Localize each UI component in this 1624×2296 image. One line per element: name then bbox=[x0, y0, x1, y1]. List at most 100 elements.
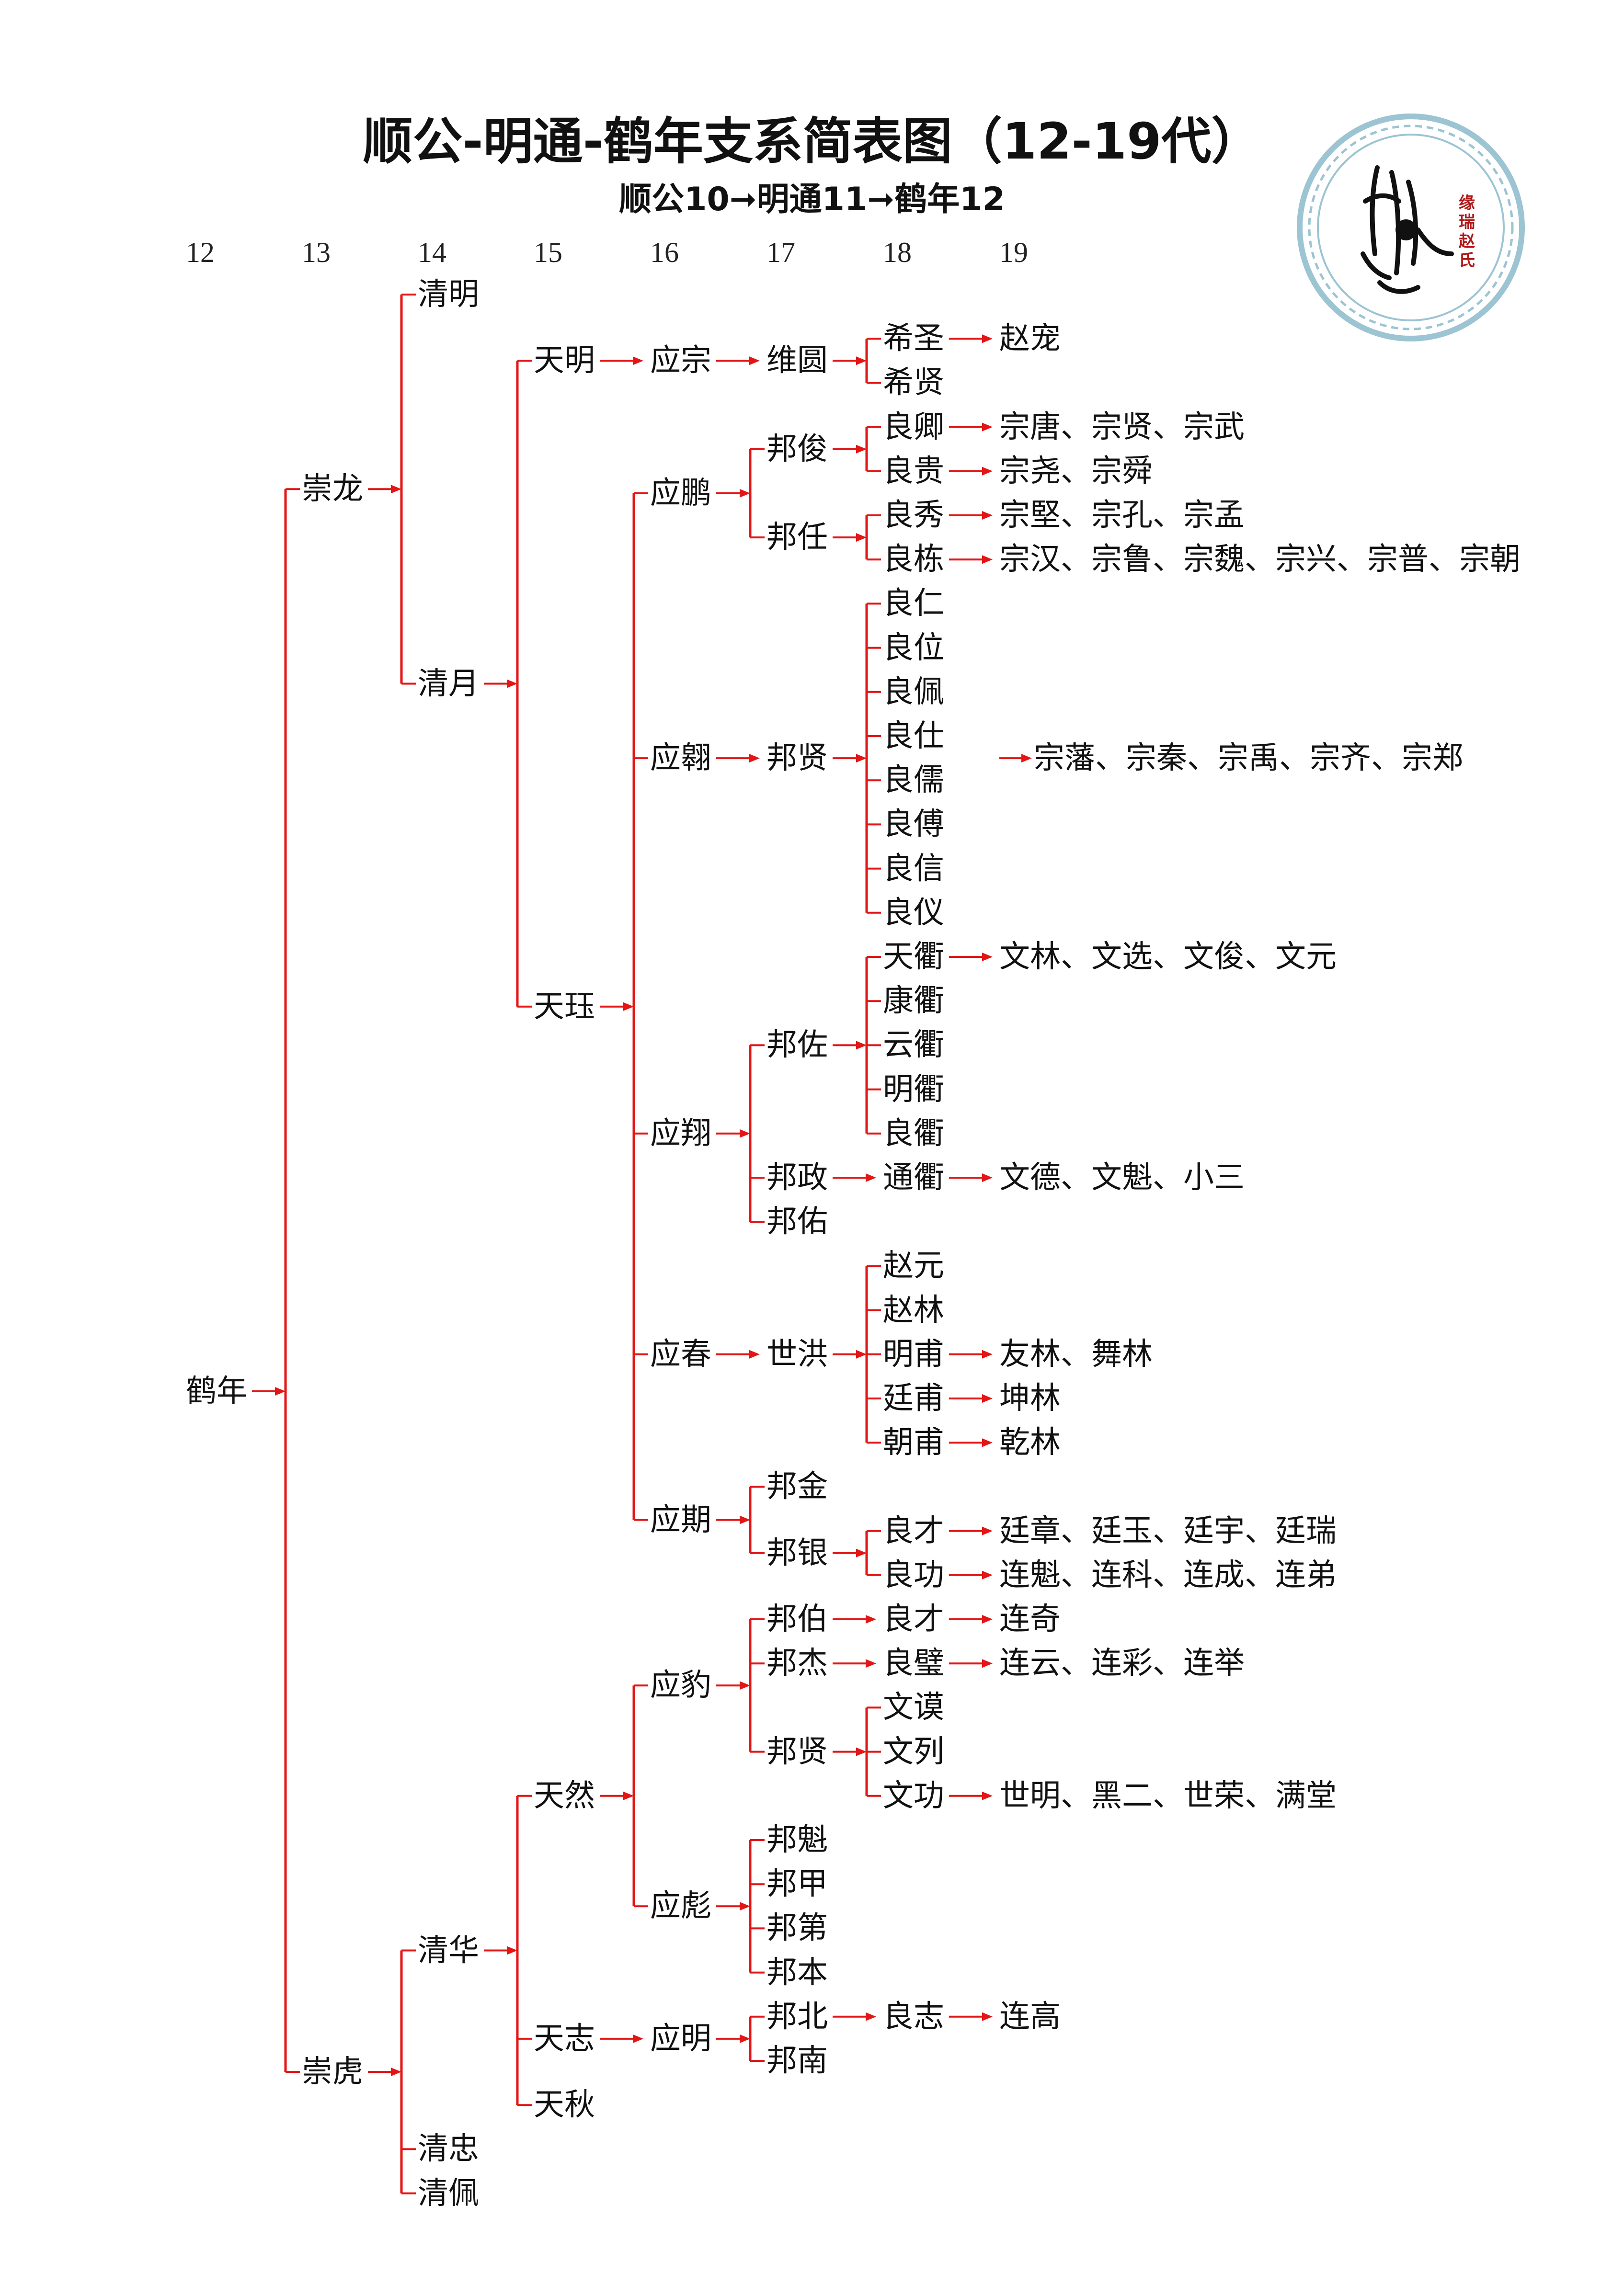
person-node: 维圆 bbox=[766, 343, 828, 379]
person-node: 廷甫 bbox=[883, 1381, 944, 1416]
person-node: 康衢 bbox=[883, 983, 944, 1019]
person-node: 邦政 bbox=[766, 1160, 828, 1195]
person-node: 清忠 bbox=[418, 2131, 479, 2167]
clan-seal-logo: 缘 瑞 赵 氏 bbox=[1297, 114, 1525, 341]
generation-label: 12 bbox=[186, 237, 215, 268]
generation-label: 18 bbox=[883, 237, 912, 268]
person-node: 良功 bbox=[883, 1557, 944, 1593]
svg-text:氏: 氏 bbox=[1459, 251, 1475, 270]
person-node: 崇龙 bbox=[302, 471, 363, 507]
person-node: 应豹 bbox=[650, 1668, 711, 1704]
person-node: 连云、连彩、连举 bbox=[999, 1646, 1245, 1682]
person-node: 清明 bbox=[418, 277, 479, 312]
person-node: 邦第 bbox=[766, 1910, 828, 1946]
person-node: 乾林 bbox=[999, 1425, 1061, 1461]
person-node: 云衢 bbox=[883, 1027, 944, 1063]
generation-label: 15 bbox=[534, 237, 562, 268]
person-node: 文列 bbox=[883, 1734, 944, 1770]
person-node: 邦伯 bbox=[766, 1602, 828, 1637]
person-node: 希圣 bbox=[883, 321, 944, 357]
person-node: 良仪 bbox=[883, 895, 944, 931]
person-node: 清华 bbox=[418, 1932, 479, 1968]
person-node: 邦本 bbox=[766, 1955, 828, 1990]
person-node: 天珏 bbox=[534, 989, 595, 1024]
person-node: 邦甲 bbox=[766, 1866, 828, 1902]
person-node: 应宗 bbox=[650, 343, 711, 379]
person-node: 应鹏 bbox=[650, 475, 711, 511]
person-node: 邦银 bbox=[766, 1535, 828, 1571]
person-node: 邦杰 bbox=[766, 1646, 828, 1682]
lineage-subtitle: 顺公10➞明通11➞鹤年12 bbox=[619, 181, 1005, 218]
person-node: 应彪 bbox=[650, 1888, 711, 1924]
person-node: 鹤年 bbox=[186, 1374, 247, 1409]
svg-text:缘: 缘 bbox=[1459, 193, 1475, 213]
person-node: 文德、文魁、小三 bbox=[999, 1160, 1245, 1195]
person-node: 天衢 bbox=[883, 939, 944, 975]
svg-text:赵: 赵 bbox=[1459, 232, 1475, 251]
person-node: 清月 bbox=[418, 666, 479, 702]
person-node: 希贤 bbox=[883, 365, 944, 401]
person-node: 世明、黑二、世荣、满堂 bbox=[999, 1778, 1337, 1814]
person-node: 邦贤 bbox=[766, 1734, 828, 1770]
person-node: 宗唐、宗贤、宗武 bbox=[999, 409, 1245, 445]
person-node: 邦任 bbox=[766, 520, 828, 556]
person-node: 连高 bbox=[999, 1999, 1061, 2035]
person-node: 世洪 bbox=[766, 1336, 828, 1372]
generation-label: 17 bbox=[766, 237, 795, 268]
person-node: 邦北 bbox=[766, 1999, 828, 2035]
person-node: 邦俊 bbox=[766, 431, 828, 467]
person-node: 宗汉、宗鲁、宗魏、宗兴、宗普、宗朝 bbox=[999, 542, 1521, 578]
person-node: 良衢 bbox=[883, 1115, 944, 1151]
person-node: 天然 bbox=[534, 1778, 595, 1814]
person-node: 文谟 bbox=[883, 1690, 944, 1726]
person-node: 良仕 bbox=[883, 718, 944, 754]
person-node: 邦南 bbox=[766, 2043, 828, 2079]
person-node: 友林、舞林 bbox=[999, 1336, 1153, 1372]
person-node: 赵元 bbox=[883, 1248, 944, 1284]
person-node: 良秀 bbox=[883, 498, 944, 533]
person-node: 良志 bbox=[883, 1999, 944, 2035]
person-node: 天秋 bbox=[534, 2087, 595, 2123]
person-node: 朝甫 bbox=[883, 1425, 944, 1461]
person-node: 邦佐 bbox=[766, 1027, 828, 1063]
person-node: 明甫 bbox=[883, 1336, 944, 1372]
person-node: 天明 bbox=[534, 343, 595, 379]
person-node: 良佩 bbox=[883, 674, 944, 710]
person-node: 良才 bbox=[883, 1602, 944, 1637]
person-node: 赵林 bbox=[883, 1292, 944, 1328]
person-node: 邦魁 bbox=[766, 1822, 828, 1858]
person-node: 文功 bbox=[883, 1778, 944, 1814]
svg-text:瑞: 瑞 bbox=[1459, 213, 1475, 232]
person-node: 良位 bbox=[883, 630, 944, 666]
person-node: 邦金 bbox=[766, 1469, 828, 1505]
person-node: 邦贤 bbox=[766, 740, 828, 776]
person-node: 邦佑 bbox=[766, 1204, 828, 1240]
person-node: 明衢 bbox=[883, 1071, 944, 1107]
person-node: 良贵 bbox=[883, 453, 944, 489]
person-node: 良傅 bbox=[883, 807, 944, 842]
person-node: 崇虎 bbox=[302, 2054, 363, 2090]
person-node: 赵宠 bbox=[999, 321, 1061, 357]
person-node: 连魁、连科、连成、连弟 bbox=[999, 1557, 1337, 1593]
person-node: 良才 bbox=[883, 1513, 944, 1549]
person-node: 宗尧、宗舜 bbox=[999, 453, 1153, 489]
person-node: 良信 bbox=[883, 851, 944, 887]
person-node: 廷章、廷玉、廷宇、廷瑞 bbox=[999, 1513, 1337, 1549]
person-node: 连奇 bbox=[999, 1602, 1061, 1637]
person-node: 清佩 bbox=[418, 2175, 479, 2211]
person-node: 应春 bbox=[650, 1336, 711, 1372]
descendant-group: 宗藩、宗秦、宗禹、宗齐、宗郑 bbox=[1034, 740, 1463, 776]
generation-label: 19 bbox=[999, 237, 1028, 268]
person-node: 良仁 bbox=[883, 586, 944, 622]
person-node: 文林、文选、文俊、文元 bbox=[999, 939, 1337, 975]
person-node: 宗堅、宗孔、宗孟 bbox=[999, 498, 1245, 533]
person-node: 应翱 bbox=[650, 740, 711, 776]
generation-label: 14 bbox=[418, 237, 446, 268]
generation-label: 16 bbox=[650, 237, 679, 268]
person-node: 应翔 bbox=[650, 1115, 711, 1151]
person-node: 良儒 bbox=[883, 762, 944, 798]
person-node: 天志 bbox=[534, 2021, 595, 2057]
person-node: 良卿 bbox=[883, 409, 944, 445]
